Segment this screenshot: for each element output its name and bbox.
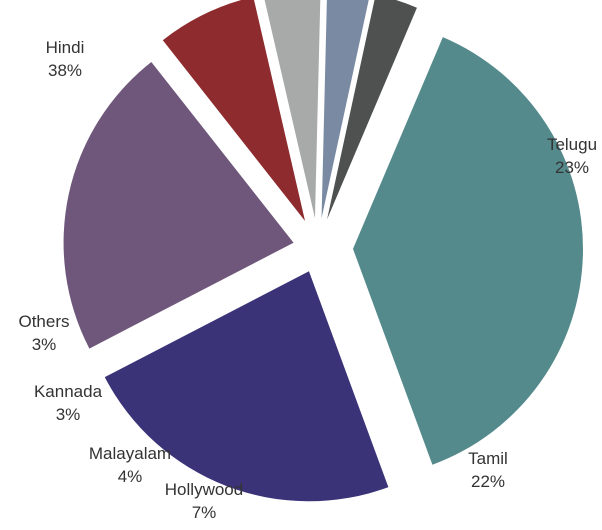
label-name-tamil: Tamil xyxy=(468,449,508,468)
label-name-telugu: Telugu xyxy=(547,135,597,154)
label-name-hollywood: Hollywood xyxy=(165,480,243,499)
label-malayalam: Malayalam 4% xyxy=(89,444,171,486)
label-value-kannada: 3% xyxy=(56,405,81,424)
label-hindi: Hindi 38% xyxy=(46,38,85,80)
label-kannada: Kannada 3% xyxy=(34,382,103,424)
slice-malayalam xyxy=(264,0,321,219)
label-value-telugu: 23% xyxy=(555,158,589,177)
label-value-others: 3% xyxy=(32,335,57,354)
label-value-hindi: 38% xyxy=(48,61,82,80)
label-others: Others 3% xyxy=(18,312,69,354)
slice-hindi xyxy=(352,37,583,465)
label-telugu: Telugu 23% xyxy=(547,135,597,177)
pie-labels: Hindi 38% Telugu 23% Tamil 22% Hollywood 7% Mala… xyxy=(18,38,597,522)
label-name-malayalam: Malayalam xyxy=(89,444,171,463)
label-name-kannada: Kannada xyxy=(34,382,103,401)
label-tamil: Tamil 22% xyxy=(468,449,508,491)
label-value-hollywood: 7% xyxy=(192,503,217,522)
slice-tamil xyxy=(63,61,294,349)
label-value-malayalam: 4% xyxy=(118,467,143,486)
label-hollywood: Hollywood 7% xyxy=(165,480,243,522)
slice-telugu xyxy=(104,271,389,502)
slice-hollywood xyxy=(162,0,306,221)
label-name-hindi: Hindi xyxy=(46,38,85,57)
slice-others xyxy=(327,0,417,220)
label-value-tamil: 22% xyxy=(471,472,505,491)
pie-slices xyxy=(63,0,583,502)
label-name-others: Others xyxy=(18,312,69,331)
slice-kannada xyxy=(321,0,369,219)
